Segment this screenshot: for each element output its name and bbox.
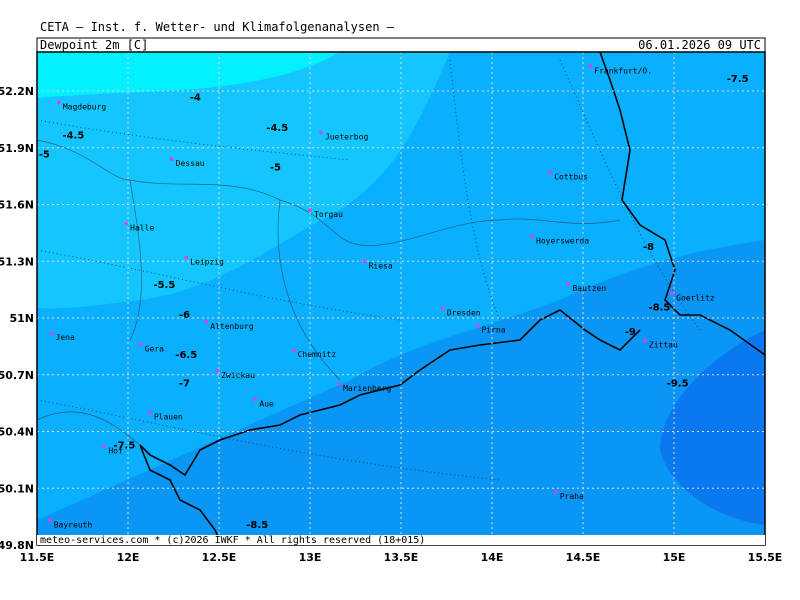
contour-label: -4 bbox=[190, 93, 201, 104]
contour-label: -8 bbox=[643, 242, 654, 253]
lon-tick-label: 12.5E bbox=[202, 551, 237, 564]
city-marker bbox=[169, 157, 174, 161]
city-label: Aue bbox=[259, 399, 274, 408]
city-marker bbox=[553, 490, 558, 494]
lat-tick-label: 51N bbox=[9, 312, 34, 325]
city-label: Hoyerswerda bbox=[536, 237, 589, 246]
lat-tick-label: 50.7N bbox=[0, 369, 34, 382]
lon-tick-label: 15E bbox=[663, 551, 686, 564]
state-border bbox=[37, 139, 621, 446]
lat-tick-label: 49.8N bbox=[0, 539, 34, 552]
footer-text: meteo-services.com * (c)2026 IWKF * All … bbox=[40, 535, 425, 546]
country-border bbox=[139, 52, 765, 545]
city-label: Plauen bbox=[154, 413, 183, 422]
city-label: Goerlitz bbox=[676, 293, 715, 302]
lon-tick-label: 13.5E bbox=[384, 551, 419, 564]
city-marker bbox=[643, 338, 647, 343]
city-marker bbox=[204, 319, 209, 324]
city-marker bbox=[566, 282, 571, 286]
map-title: CETA — Inst. f. Wetter- und Klimafolgena… bbox=[40, 20, 395, 34]
city-label: Bayreuth bbox=[54, 520, 93, 529]
city-label: Jueterbog bbox=[325, 133, 369, 142]
footer-strip bbox=[37, 535, 765, 545]
city-label: Zittau bbox=[649, 341, 678, 350]
variable-label: Dewpoint_2m [C] bbox=[40, 38, 148, 52]
datetime-label: 06.01.2026 09 UTC bbox=[638, 38, 761, 52]
lon-tick-label: 14E bbox=[481, 551, 504, 564]
lon-tick-label: 11.5E bbox=[20, 551, 55, 564]
city-label: Zwickau bbox=[221, 371, 255, 380]
city-label: Halle bbox=[130, 223, 154, 232]
contour-label: -5 bbox=[270, 163, 281, 174]
lat-tick-label: 51.3N bbox=[0, 255, 34, 268]
city-label: Riesa bbox=[369, 261, 393, 270]
city-marker bbox=[148, 410, 152, 415]
contour-label: -7.5 bbox=[113, 441, 135, 452]
field-band bbox=[37, 52, 450, 309]
city-marker bbox=[49, 331, 54, 335]
city-marker bbox=[588, 64, 593, 69]
field-band bbox=[37, 52, 340, 98]
city-marker bbox=[308, 208, 312, 212]
city-marker bbox=[184, 255, 189, 260]
city-label: Chemnitz bbox=[298, 350, 337, 359]
lat-tick-label: 51.9N bbox=[0, 142, 34, 155]
lon-tick-label: 14.5E bbox=[566, 551, 601, 564]
city-marker bbox=[124, 221, 128, 226]
city-marker bbox=[530, 234, 534, 239]
lon-tick-label: 15.5E bbox=[748, 551, 783, 564]
city-label: Hof bbox=[108, 447, 123, 456]
city-marker bbox=[47, 518, 52, 523]
city-label: Pirna bbox=[481, 326, 505, 335]
contour-label: -4.5 bbox=[62, 131, 84, 142]
city-marker bbox=[102, 444, 107, 449]
lon-tick-label: 12E bbox=[117, 551, 140, 564]
lat-tick-label: 50.1N bbox=[0, 482, 34, 495]
city-marker bbox=[475, 323, 480, 328]
city-marker bbox=[291, 348, 296, 352]
contour-label: -9 bbox=[625, 327, 636, 338]
city-label: Torgau bbox=[314, 210, 343, 219]
city-marker bbox=[441, 306, 445, 311]
contour-label: -7 bbox=[179, 378, 190, 389]
contour-label: -6 bbox=[179, 310, 190, 321]
city-marker bbox=[57, 100, 61, 105]
city-marker bbox=[215, 369, 219, 373]
field-band bbox=[660, 330, 765, 525]
city-marker bbox=[548, 170, 553, 175]
city-marker bbox=[670, 291, 674, 296]
city-marker bbox=[337, 382, 341, 387]
contour-label: -9.5 bbox=[667, 378, 689, 389]
city-label: Dresden bbox=[447, 309, 481, 318]
city-marker bbox=[319, 130, 323, 135]
city-label: Leipzig bbox=[190, 257, 224, 266]
city-marker bbox=[362, 259, 367, 264]
city-label: Marienberg bbox=[343, 384, 391, 393]
city-label: Gera bbox=[145, 344, 164, 353]
city-label: Magdeburg bbox=[63, 102, 107, 111]
contour-label: -5.5 bbox=[153, 280, 175, 291]
lon-tick-label: 13E bbox=[299, 551, 322, 564]
lat-tick-label: 51.6N bbox=[0, 199, 34, 212]
contour-label: -5 bbox=[39, 149, 50, 160]
contour-label: -4.5 bbox=[266, 123, 288, 134]
city-label: Altenburg bbox=[210, 322, 254, 331]
contour-label: -7.5 bbox=[727, 74, 749, 85]
contour-label: -6.5 bbox=[175, 350, 197, 361]
contour-label: -8.5 bbox=[649, 303, 671, 314]
lat-tick-label: 52.2N bbox=[0, 85, 34, 98]
city-label: Praha bbox=[560, 492, 584, 501]
city-label: Dessau bbox=[176, 159, 205, 168]
city-label: Jena bbox=[56, 333, 75, 342]
city-marker bbox=[253, 397, 258, 402]
lat-tick-label: 50.4N bbox=[0, 426, 34, 439]
city-label: Frankfurt/O. bbox=[594, 66, 652, 75]
contour-label: -8.5 bbox=[246, 520, 268, 531]
city-label: Cottbus bbox=[554, 172, 588, 181]
city-marker bbox=[138, 342, 143, 347]
city-label: Bautzen bbox=[572, 284, 606, 293]
